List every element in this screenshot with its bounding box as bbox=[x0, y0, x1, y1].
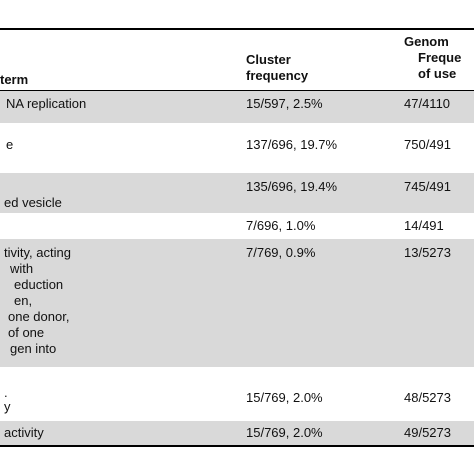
row-cluster: 15/769, 2.0% bbox=[246, 425, 323, 440]
header-rule bbox=[0, 90, 474, 91]
row-cluster: 15/769, 2.0% bbox=[246, 390, 323, 405]
table-row: . y 15/769, 2.0% 48/5273 bbox=[0, 367, 474, 421]
row-cluster: 135/696, 19.4% bbox=[246, 179, 338, 194]
top-rule bbox=[0, 28, 474, 30]
row-term-line: with bbox=[10, 261, 34, 276]
header-genome-line2: Freque bbox=[418, 50, 462, 65]
row-term-line: of one bbox=[8, 325, 45, 340]
row-term-line: en, bbox=[14, 293, 33, 308]
row-term: activity bbox=[4, 425, 44, 440]
row-cluster: 7/696, 1.0% bbox=[246, 218, 316, 233]
table-row: 7/696, 1.0% 14/491 bbox=[0, 213, 474, 239]
row-term: e bbox=[6, 137, 14, 152]
row-term-line: eduction bbox=[14, 277, 64, 292]
row-genome: 49/5273 bbox=[404, 425, 451, 440]
header-cluster-line1: Cluster bbox=[246, 52, 291, 67]
header-cluster-line2: frequency bbox=[246, 68, 309, 83]
table-row: e 137/696, 19.7% 750/491 bbox=[0, 123, 474, 173]
header-term: term bbox=[0, 72, 29, 87]
row-term-line: one donor, bbox=[8, 309, 70, 324]
table-row: tivity, acting with eduction en, one don… bbox=[0, 239, 474, 367]
row-term-line: tivity, acting bbox=[4, 245, 71, 260]
row-genome: 750/491 bbox=[404, 137, 451, 152]
row-genome: 745/491 bbox=[404, 179, 451, 194]
row-term: ed vesicle bbox=[4, 195, 62, 210]
row-cluster: 15/597, 2.5% bbox=[246, 96, 323, 111]
row-cluster: 7/769, 0.9% bbox=[246, 245, 316, 260]
row-genome: 47/4110 bbox=[404, 96, 451, 111]
table-row: NA replication 15/597, 2.5% 47/4110 bbox=[0, 91, 474, 123]
row-term-line: gen into bbox=[10, 341, 57, 356]
table-row: activity 15/769, 2.0% 49/5273 bbox=[0, 421, 474, 445]
row-genome: 48/5273 bbox=[404, 390, 451, 405]
header-genome-line3: of use bbox=[418, 66, 457, 81]
row-term: NA replication bbox=[6, 96, 87, 111]
bottom-rule bbox=[0, 445, 474, 447]
row-cluster: 137/696, 19.7% bbox=[246, 137, 338, 152]
row-genome: 14/491 bbox=[404, 218, 444, 233]
table-row: ed vesicle 135/696, 19.4% 745/491 bbox=[0, 173, 474, 213]
row-term-line: y bbox=[4, 399, 11, 414]
row-term-line: . bbox=[4, 385, 8, 400]
header-genome-line1: Genom bbox=[404, 34, 449, 49]
row-genome: 13/5273 bbox=[404, 245, 451, 260]
